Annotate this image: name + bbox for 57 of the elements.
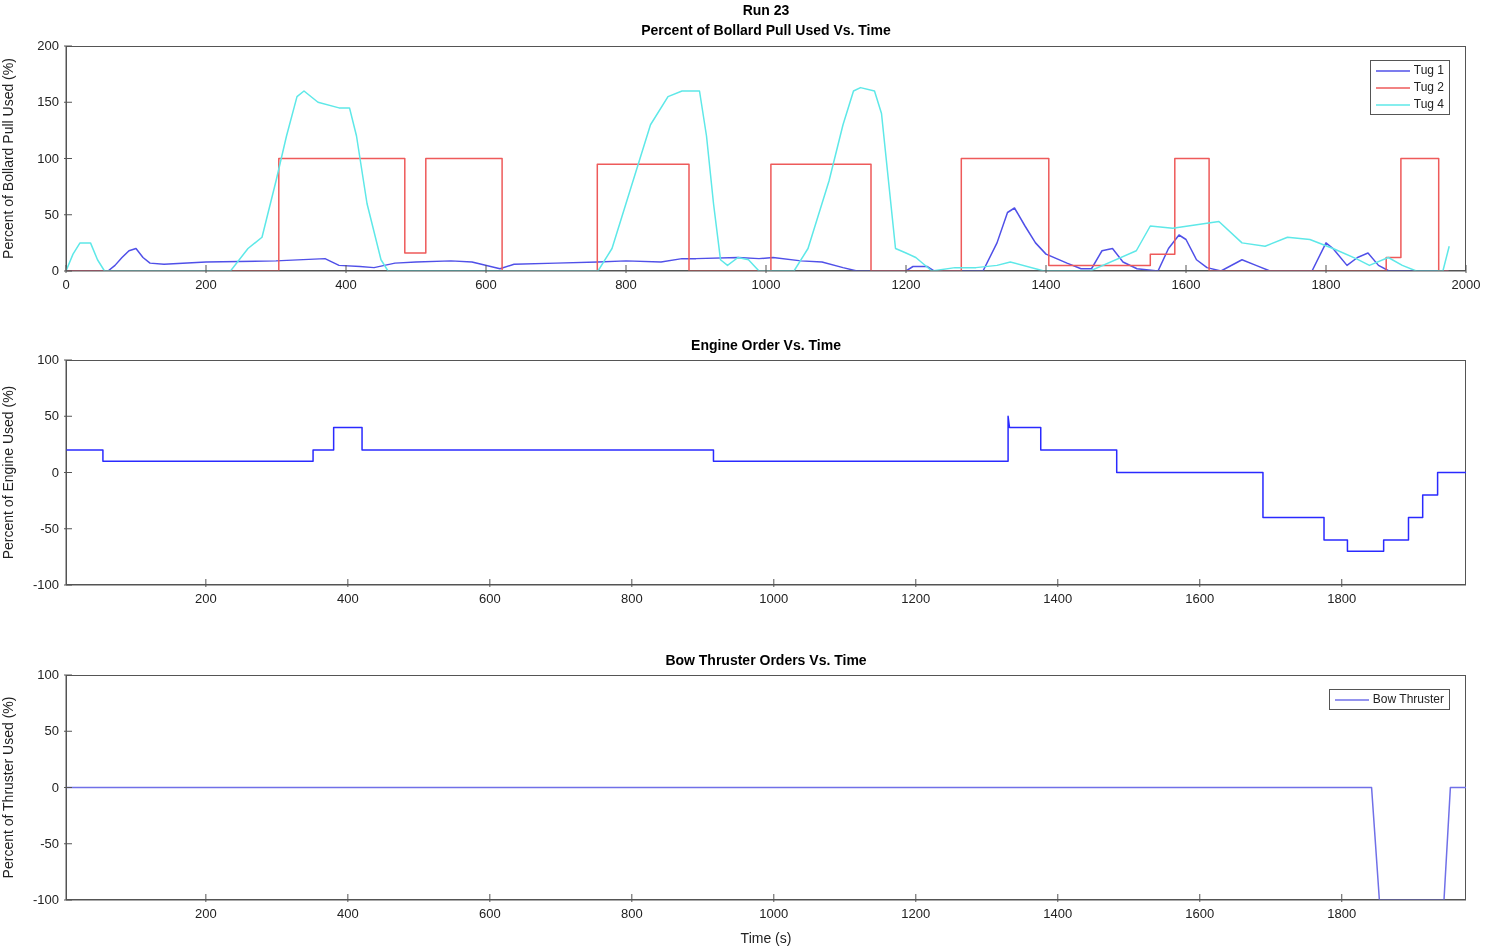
x-tick-label: 1400 [1043, 906, 1073, 921]
legend-label: Bow Thruster [1372, 691, 1444, 708]
x-tick-label: 200 [195, 277, 217, 292]
x-tick-label: 400 [336, 906, 359, 921]
x-tick-label: 600 [478, 906, 501, 921]
y-tick-label: 50 [44, 723, 59, 739]
y-axis-title: Percent of Thruster Used (%) [0, 696, 16, 879]
x-axis-title: Time (s) [740, 930, 792, 946]
chart-title: Bow Thruster Orders Vs. Time [665, 652, 867, 668]
y-tick-label: 0 [51, 779, 59, 795]
legend-label: Tug 4 [1413, 96, 1444, 113]
x-tick-label: 0 [62, 277, 70, 292]
x-tick-label: 1800 [1311, 277, 1341, 292]
chart-title: Run 23 [741, 1, 791, 20]
y-axis-title: Percent of Bollard Pull Used (%) [0, 58, 16, 259]
y-axis-title: Percent of Engine Used (%) [0, 385, 16, 560]
y-tick-label: -100 [32, 892, 59, 907]
y-tick-label: 0 [51, 464, 59, 480]
chart-subtitle: Percent of Bollard Pull Used Vs. Time [641, 22, 891, 38]
x-tick-label: 1600 [1171, 277, 1201, 292]
x-tick-label: 1000 [751, 277, 781, 292]
x-tick-label: 400 [336, 591, 359, 606]
chart-title: Engine Order Vs. Time [691, 337, 841, 353]
y-tick-label: 100 [37, 667, 59, 682]
legend-label: Tug 1 [1413, 62, 1444, 79]
x-tick-label: 1600 [1185, 591, 1215, 606]
x-tick-label: 200 [195, 591, 217, 606]
legend-label: Tug 2 [1413, 79, 1444, 96]
x-tick-label: 800 [620, 591, 643, 606]
x-tick-label: 600 [475, 277, 497, 292]
x-tick-label: 400 [335, 277, 357, 292]
x-tick-label: 800 [620, 906, 643, 921]
x-tick-label: 1800 [1327, 906, 1357, 921]
x-tick-label: 2000 [1451, 277, 1481, 292]
x-tick-label: 1000 [759, 591, 789, 606]
x-tick-label: 800 [615, 277, 637, 292]
x-tick-label: 1400 [1031, 277, 1061, 292]
x-tick-label: 600 [478, 591, 501, 606]
x-tick-label: 1600 [1185, 906, 1215, 921]
x-tick-label: 1000 [759, 906, 789, 921]
y-tick-label: 150 [37, 94, 59, 110]
x-tick-label: 1200 [901, 591, 931, 606]
line-series [66, 415, 1466, 552]
y-tick-label: 50 [44, 408, 59, 424]
x-tick-label: 200 [195, 906, 217, 921]
x-tick-label: 1200 [891, 277, 921, 292]
y-tick-label: -50 [40, 835, 59, 851]
y-tick-label: 0 [51, 263, 59, 278]
y-tick-label: 100 [37, 150, 59, 166]
y-tick-label: -50 [40, 520, 59, 536]
x-tick-label: 1400 [1043, 591, 1073, 606]
x-tick-label: 1800 [1327, 591, 1357, 606]
y-tick-label: 50 [44, 206, 59, 222]
y-tick-label: 200 [37, 38, 59, 53]
y-tick-label: -100 [32, 577, 59, 592]
y-tick-label: 100 [37, 352, 59, 367]
x-tick-label: 1200 [901, 906, 931, 921]
